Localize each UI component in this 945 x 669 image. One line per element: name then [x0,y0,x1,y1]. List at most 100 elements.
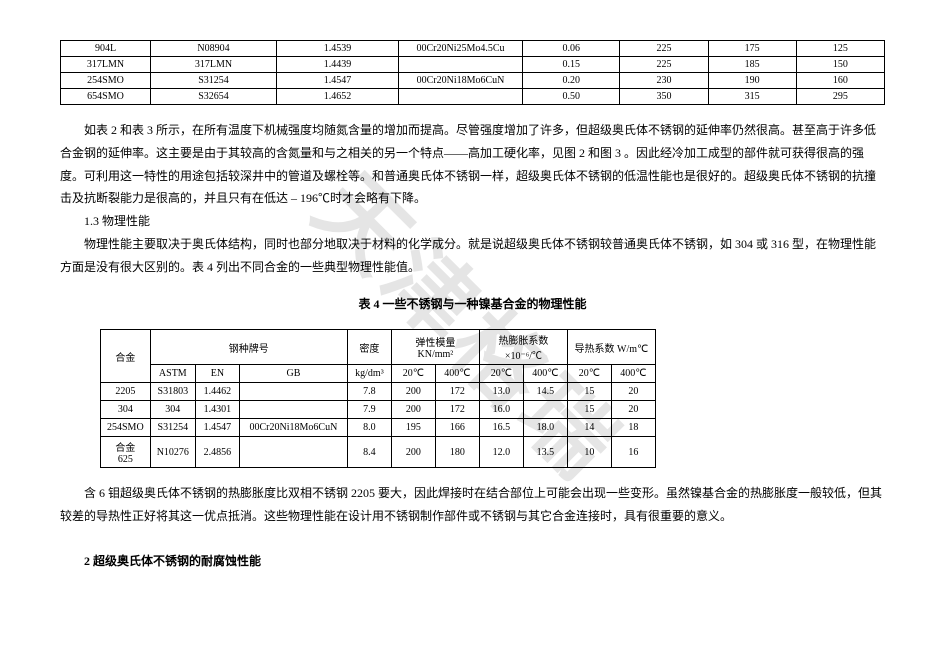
cell: 254SMO [101,419,151,437]
cell: 304 [150,401,195,419]
cell: S31254 [150,419,195,437]
cell [239,437,347,468]
cell: N08904 [151,41,277,57]
cell: 0.06 [523,41,620,57]
paragraph-1: 如表 2 和表 3 所示，在所有温度下机械强度均随氮含量的增加而提高。尽管强度增… [60,119,885,210]
table-mech-strength: 904LN089041.453900Cr20Ni25Mo4.5Cu0.06225… [60,40,885,105]
cell [523,401,567,419]
cell [399,89,523,105]
cell: 654SMO [61,89,151,105]
cell: 185 [708,57,796,73]
section-2-heading: 2 超级奥氏体不锈钢的耐腐蚀性能 [60,550,885,573]
cell: 317LMN [151,57,277,73]
cell: 16.5 [479,419,523,437]
col-astm: ASTM [150,365,195,383]
col-e400: 400℃ [435,365,479,383]
cell: 180 [435,437,479,468]
cell: S31254 [151,73,277,89]
cell: 8.0 [347,419,391,437]
cell: 230 [620,73,708,89]
cell: 350 [620,89,708,105]
cell [239,401,347,419]
cell: 8.4 [347,437,391,468]
cell: 00Cr20Ni25Mo4.5Cu [399,41,523,57]
cell: 166 [435,419,479,437]
cell: 1.4539 [277,41,399,57]
cell: 1.4462 [195,383,239,401]
col-tc20: 20℃ [567,365,611,383]
cell: 13.5 [523,437,567,468]
cell: 904L [61,41,151,57]
cell: 00Cr20Ni18Mo6CuN [239,419,347,437]
cell: 13.0 [479,383,523,401]
paragraph-3: 含 6 钼超级奥氏体不锈钢的热膨胀度比双相不锈钢 2205 要大，因此焊接时在结… [60,482,885,528]
col-te400: 400℃ [523,365,567,383]
col-thermal-exp: 热膨胀系数×10⁻⁶/℃ [479,330,567,365]
cell: 14 [567,419,611,437]
cell: 2205 [101,383,151,401]
cell: 20 [611,401,655,419]
cell: 315 [708,89,796,105]
cell: 160 [796,73,884,89]
table-row: 合金 625N102762.4856 8.420018012.013.51016 [101,437,656,468]
cell: 00Cr20Ni18Mo6CuN [399,73,523,89]
paragraph-2: 物理性能主要取决于奥氏体结构，同时也部分地取决于材料的化学成分。就是说超级奥氏体… [60,233,885,279]
col-thermal-cond: 导热系数 W/m℃ [567,330,655,365]
cell: 7.9 [347,401,391,419]
table4-title: 表 4 一些不锈钢与一种镍基合金的物理性能 [60,293,885,316]
table-row: 3043041.43017.920017216.01520 [101,401,656,419]
col-alloy: 合金 [101,330,151,383]
col-density-unit: kg/dm³ [347,365,391,383]
cell: 195 [391,419,435,437]
cell: 2.4856 [195,437,239,468]
cell: 0.20 [523,73,620,89]
table-row: 2205S318031.44627.820017213.014.51520 [101,383,656,401]
table-row: 317LMN317LMN1.44390.15225185150 [61,57,885,73]
cell: 295 [796,89,884,105]
cell: 0.15 [523,57,620,73]
cell: 16.0 [479,401,523,419]
cell: 16 [611,437,655,468]
cell: 254SMO [61,73,151,89]
cell: 18 [611,419,655,437]
cell: 10 [567,437,611,468]
cell: 190 [708,73,796,89]
cell: 225 [620,41,708,57]
cell: 1.4652 [277,89,399,105]
col-density: 密度 [347,330,391,365]
table-physical-properties: 合金 钢种牌号 密度 弹性模量KN/mm² 热膨胀系数×10⁻⁶/℃ 导热系数 … [100,329,656,468]
cell: 200 [391,401,435,419]
cell: N10276 [150,437,195,468]
cell [239,383,347,401]
table-row: 254SMOS312541.454700Cr20Ni18Mo6CuN0.2023… [61,73,885,89]
cell: 18.0 [523,419,567,437]
col-elastic: 弹性模量KN/mm² [391,330,479,365]
cell: 1.4547 [195,419,239,437]
cell: 125 [796,41,884,57]
table-row: 254SMOS312541.454700Cr20Ni18Mo6CuN8.0195… [101,419,656,437]
heading-1-3: 1.3 物理性能 [60,210,885,233]
cell: 175 [708,41,796,57]
cell: S32654 [151,89,277,105]
table-row: 654SMOS326541.4652 0.50350315295 [61,89,885,105]
cell: S31803 [150,383,195,401]
cell: 7.8 [347,383,391,401]
cell: 15 [567,383,611,401]
cell: 14.5 [523,383,567,401]
col-gb: GB [239,365,347,383]
cell: 200 [391,437,435,468]
cell: 317LMN [61,57,151,73]
cell [399,57,523,73]
col-grade: 钢种牌号 [150,330,347,365]
col-te20: 20℃ [479,365,523,383]
cell: 172 [435,383,479,401]
cell: 304 [101,401,151,419]
cell: 0.50 [523,89,620,105]
cell: 12.0 [479,437,523,468]
cell: 1.4547 [277,73,399,89]
cell: 20 [611,383,655,401]
cell: 1.4439 [277,57,399,73]
page-content: 904LN089041.453900Cr20Ni25Mo4.5Cu0.06225… [0,0,945,573]
cell: 合金 625 [101,437,151,468]
col-e20: 20℃ [391,365,435,383]
